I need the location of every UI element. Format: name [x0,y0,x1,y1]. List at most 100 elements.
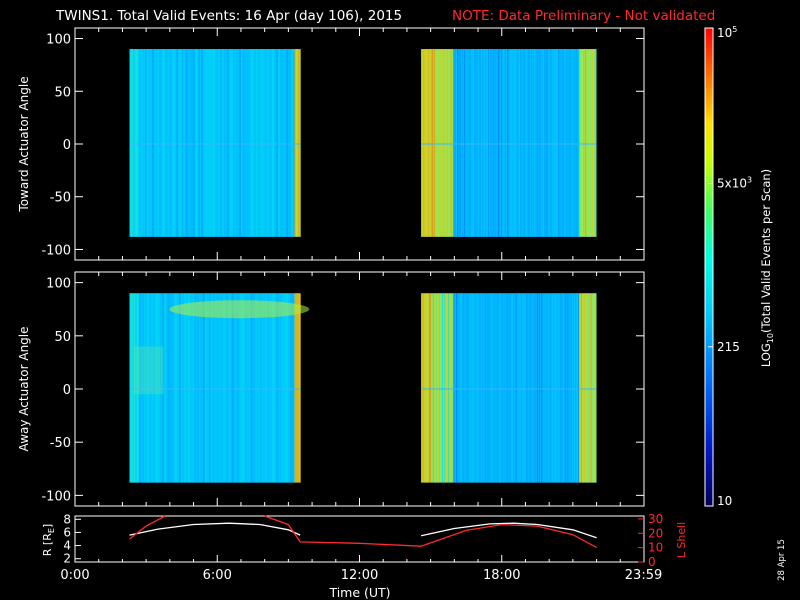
heatmap-column [435,293,437,483]
heatmap-column [248,293,250,483]
heatmap-column [143,293,145,483]
heatmap-column [146,293,148,483]
heatmap-column [172,293,174,483]
heatmap-column [131,49,133,237]
heatmap-column [231,293,233,483]
heatmap-column [277,293,279,483]
heatmap-column [170,293,172,483]
heatmap-column [264,49,266,237]
heatmap-column [546,49,548,237]
heatmap-column [276,293,278,483]
heatmap-column [242,293,244,483]
heatmap-column [203,293,205,483]
heatmap-column [263,293,265,483]
heatmap-column [530,49,532,237]
heatmap-column [451,49,453,237]
heatmap-column [490,49,492,237]
heatmap-column [433,49,435,237]
heatmap-column [579,293,581,483]
heatmap-column [507,49,509,237]
colorbar-label: LOG10(Total Valid Events per Scan) [759,169,775,367]
heatmap-column [595,293,597,483]
x-tick-label: 12:00 [341,568,378,583]
heatmap-column [174,49,176,237]
heatmap-column [477,293,479,483]
heatmap-column [515,49,517,237]
preliminary-note: NOTE: Data Preliminary - Not validated [452,8,715,24]
heatmap-column [226,49,228,237]
heatmap-column [237,293,239,483]
heatmap-column [578,293,580,483]
heatmap-column [295,293,297,483]
heatmap-column [536,293,538,483]
heatmap-column [561,293,563,483]
heatmap-column [157,293,159,483]
heatmap-column [485,293,487,483]
heatmap-column [291,49,293,237]
heatmap-column [510,293,512,483]
heatmap-column [278,49,280,237]
heatmap-column [563,49,565,237]
heatmap-column [186,49,188,237]
heatmap-column [585,49,587,237]
toward-panel: -100 -50 0 50 100 Toward Actuator Angle [17,27,645,261]
heatmap-column [490,293,492,483]
heatmap-column [436,293,438,483]
heatmap-column [498,293,500,483]
heatmap-column [204,49,206,237]
heatmap-column [230,293,232,483]
heatmap-column [129,49,131,237]
heatmap-column [134,293,136,483]
heatmap-column [141,49,143,237]
heatmap-column [214,49,216,237]
heatmap-column [253,49,255,237]
heatmap-column [587,49,589,237]
heatmap-column [443,49,445,237]
heatmap-column [575,49,577,237]
heatmap-column [197,293,199,483]
heatmap-column [593,49,595,237]
heatmap-column [239,49,241,237]
heatmap-column [481,293,483,483]
y-tick-label: 50 [54,85,71,100]
heatmap-column [547,49,549,237]
heatmap-column [194,49,196,237]
heatmap-column [442,293,444,483]
heatmap-column [471,49,473,237]
heatmap-column [233,49,235,237]
heatmap-column [584,49,586,237]
heatmap-column [167,49,169,237]
heatmap-column [506,293,508,483]
heatmap-column [191,293,193,483]
heatmap-column [154,49,156,237]
heatmap-column [462,49,464,237]
heatmap-hotspot [169,300,310,319]
heatmap-column [163,49,165,237]
heatmap-column [483,49,485,237]
heatmap-column [505,49,507,237]
heatmap-column [566,49,568,237]
heatmap-column [227,49,229,237]
heatmap-column [568,49,570,237]
x-tick-label: 23:59 [625,568,662,583]
heatmap-column [244,293,246,483]
heatmap-column [518,293,520,483]
heatmap-column [422,49,424,237]
heatmap-column [161,49,163,237]
heatmap-column [547,293,549,483]
heatmap-column [507,293,509,483]
toward-y-label: Toward Actuator Angle [17,76,31,212]
heatmap-column [187,293,189,483]
heatmap-column [275,293,277,483]
heatmap-column [572,293,574,483]
orbit-right-label: L Shell [675,522,688,558]
heatmap-column [205,293,207,483]
heatmap-column [541,49,543,237]
heatmap-column [279,293,281,483]
heatmap-column [135,49,137,237]
heatmap-column [444,293,446,483]
heatmap-column [446,49,448,237]
heatmap-column [459,293,461,483]
heatmap-column [500,49,502,237]
